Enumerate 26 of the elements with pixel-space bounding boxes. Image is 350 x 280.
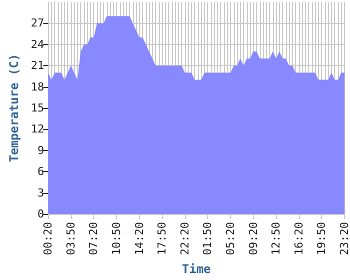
y-tick-label: 9 [38, 144, 44, 157]
x-tick-label: 22:20 [178, 222, 192, 256]
y-tick-label: 3 [38, 186, 44, 200]
x-tick-label: 12:50 [270, 222, 283, 256]
x-tick-label: 03:50 [64, 222, 78, 256]
y-tick-label: 12 [30, 122, 44, 136]
x-tick-label: 05:20 [224, 222, 238, 256]
x-tick-label: 14:20 [132, 222, 146, 256]
y-tick-label: 21 [30, 59, 44, 72]
y-axis-title: Temperature (C) [7, 54, 21, 162]
x-tick-label: 16:20 [292, 222, 306, 256]
x-tick-label: 00:20 [42, 222, 55, 256]
x-tick-label: 23:20 [338, 222, 350, 256]
x-axis-title: Time [182, 262, 211, 276]
y-tick-label: 24 [30, 38, 45, 51]
x-tick-label: 10:50 [110, 222, 124, 256]
y-tick-label: 18 [30, 80, 44, 94]
x-tick-label: 19:50 [315, 222, 328, 256]
x-tick-label: 09:20 [246, 222, 260, 256]
y-tick-label: 27 [30, 16, 44, 30]
x-tick-label: 01:50 [201, 222, 214, 256]
x-tick-label: 17:50 [156, 222, 169, 256]
y-tick-label: 0 [38, 207, 44, 220]
y-tick-label: 6 [38, 165, 44, 178]
y-tick-label: 15 [30, 101, 44, 114]
x-tick-label: 07:20 [87, 222, 100, 256]
